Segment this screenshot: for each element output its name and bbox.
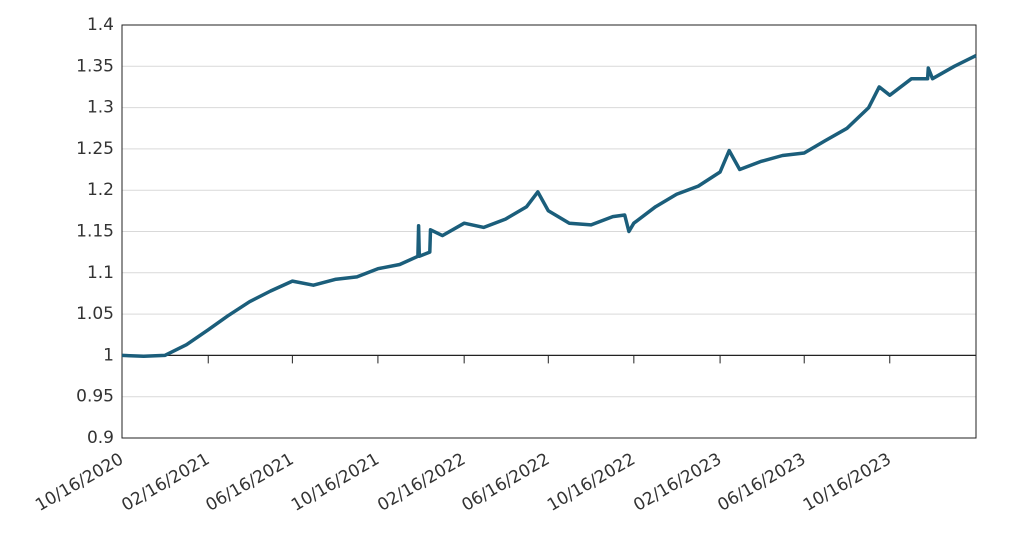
- y-tick-label: 1: [103, 345, 114, 365]
- y-tick-label: 1.35: [76, 56, 114, 76]
- x-tick-label: 10/16/2021: [288, 449, 383, 515]
- y-tick-label: 1.3: [87, 98, 114, 118]
- x-tick-label: 06/16/2022: [458, 449, 553, 515]
- y-tick-label: 1.15: [76, 222, 114, 242]
- x-tick-label: 10/16/2022: [544, 449, 639, 515]
- x-tick-label: 10/16/2020: [32, 449, 127, 515]
- x-tick-label: 10/16/2023: [800, 449, 895, 515]
- x-tick-label: 06/16/2023: [714, 449, 809, 515]
- x-tick-label: 02/16/2022: [374, 449, 469, 515]
- y-tick-label: 1.25: [76, 139, 114, 159]
- y-tick-label: 1.05: [76, 304, 114, 324]
- line: [121, 54, 977, 358]
- y-tick-label: 1.1: [87, 263, 114, 283]
- y-tick-label: 0.9: [87, 428, 114, 448]
- plot-border: [121, 24, 977, 439]
- y-tick-label: 0.95: [76, 387, 114, 407]
- y-tick-label: 1.4: [87, 15, 114, 35]
- x-tick-label: 06/16/2021: [203, 449, 298, 515]
- x-tick-label: 02/16/2021: [118, 449, 213, 515]
- y-tick-label: 1.2: [87, 180, 114, 200]
- x-tick-label: 02/16/2023: [630, 449, 725, 515]
